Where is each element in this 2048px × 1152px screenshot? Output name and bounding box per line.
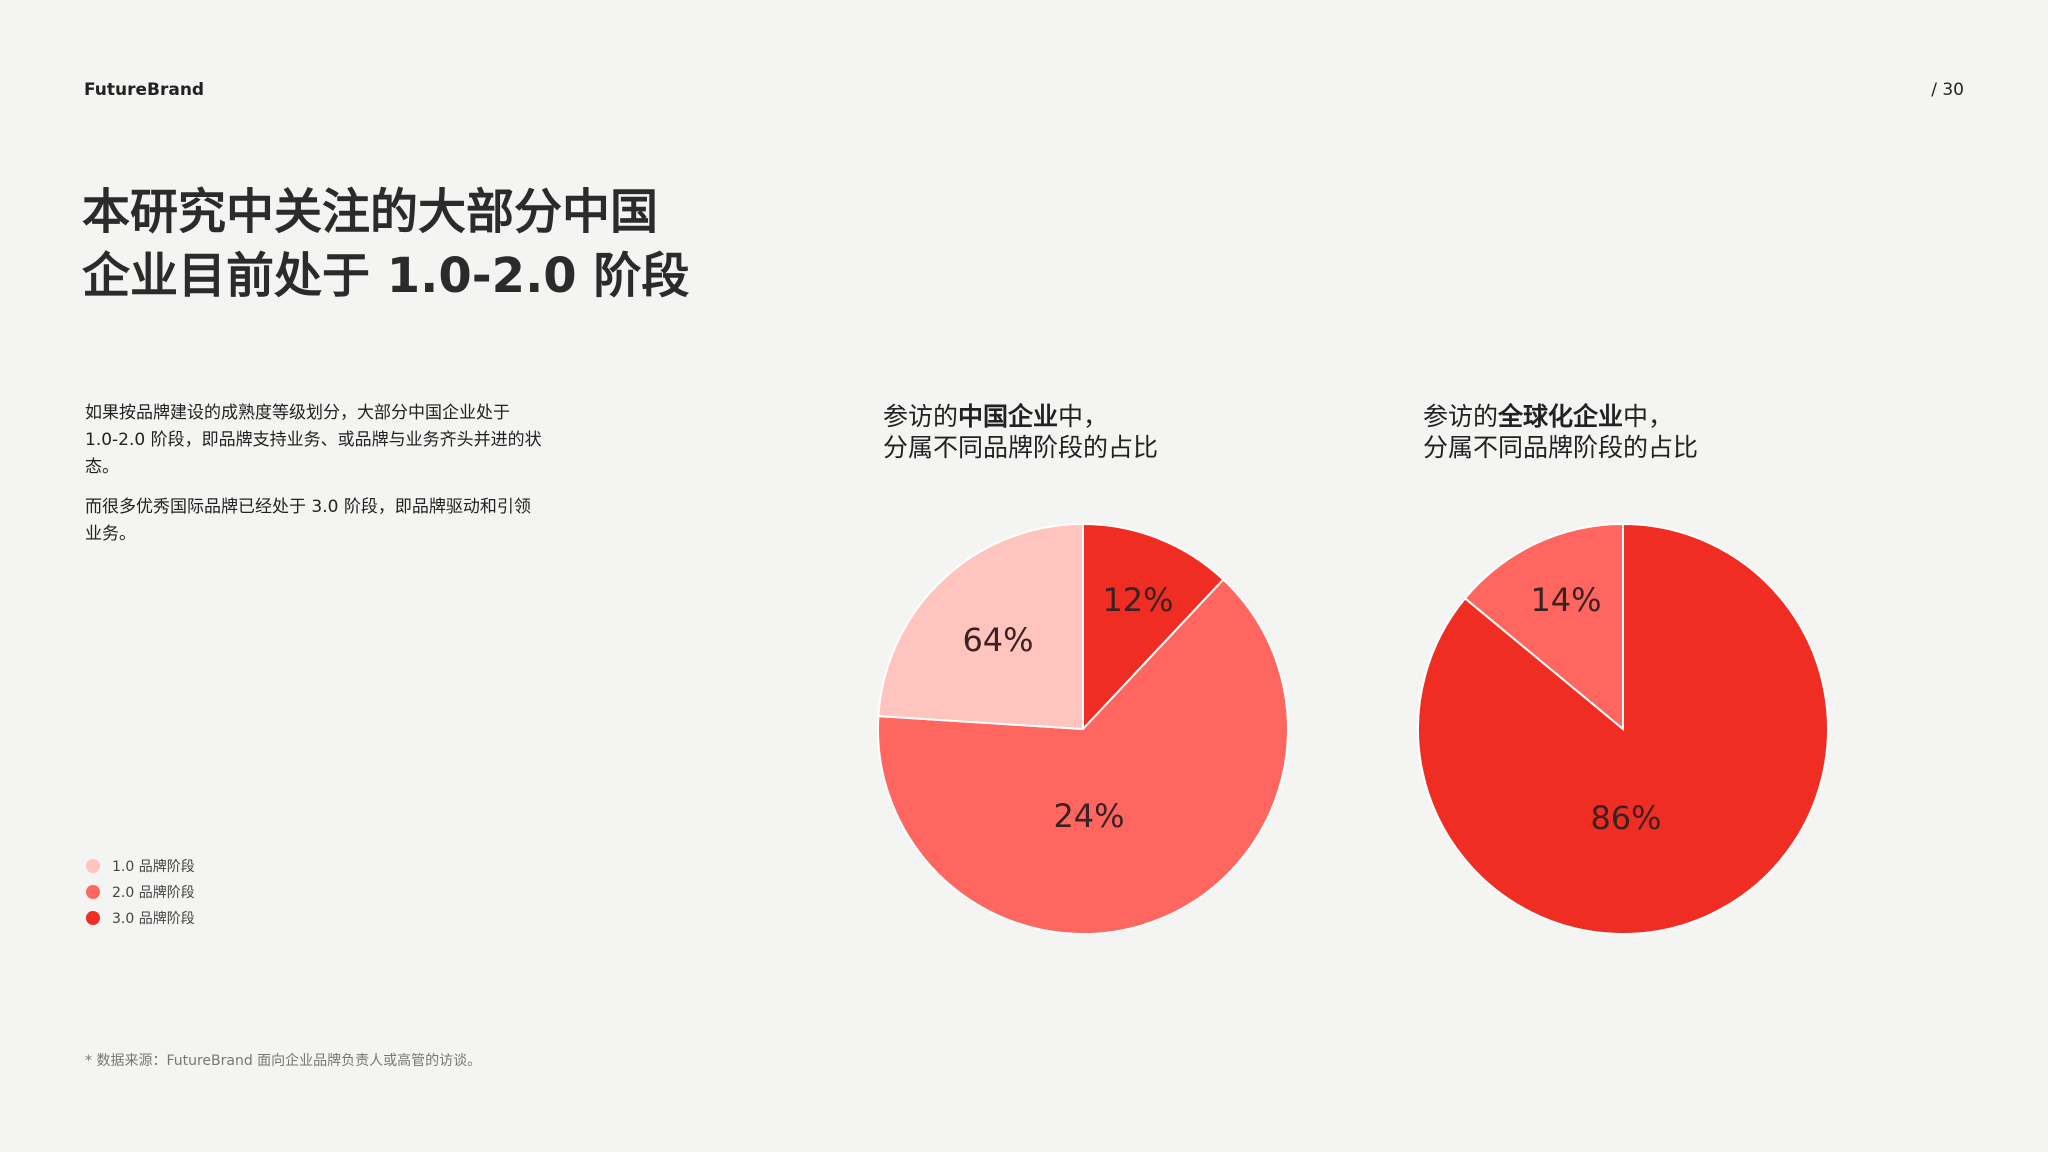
body-paragraph-2: 而很多优秀国际品牌已经处于 3.0 阶段，即品牌驱动和引领业务。	[85, 497, 531, 544]
chart-1-slice-label-1: 12%	[1102, 581, 1173, 619]
chart-1-slice-1	[1082, 522, 1225, 732]
brand-logo-text: FutureBrand	[84, 80, 205, 100]
legend-dot-3	[86, 911, 100, 925]
legend-label-1: 1.0 品牌阶段	[112, 859, 195, 875]
chart-1-slice-2	[877, 578, 1289, 935]
chart-1-title-bold: 中国企业	[958, 402, 1059, 431]
legend: 1.0 品牌阶段 2.0 品牌阶段 3.0 品牌阶段	[86, 853, 195, 931]
chart-1-title-line2: 分属不同品牌阶段的占比	[883, 433, 1159, 462]
body-text: 如果按品牌建设的成熟度等级划分，大部分中国企业处于 1.0-2.0 阶段，即品牌…	[85, 400, 545, 561]
chart-2-title-suffix: 中，	[1623, 402, 1674, 431]
chart-1-slice-3	[877, 522, 1084, 731]
chart-1-slice-label-2: 64%	[962, 621, 1033, 659]
legend-dot-1	[86, 859, 100, 873]
chart-2-title-bold: 全球化企业	[1498, 402, 1624, 431]
chart-2-title: 参访的全球化企业中， 分属不同品牌阶段的占比	[1423, 401, 1698, 463]
chart-1-title: 参访的中国企业中， 分属不同品牌阶段的占比	[883, 401, 1158, 463]
page-number: / 30	[1931, 80, 1964, 100]
legend-label-2: 2.0 品牌阶段	[112, 885, 195, 901]
page-title: 本研究中关注的大部分中国 企业目前处于 1.0-2.0 阶段	[82, 180, 689, 308]
legend-item-1: 1.0 品牌阶段	[86, 853, 195, 879]
chart-1-slice-label-3: 24%	[1053, 797, 1124, 835]
chart-2-title-line2: 分属不同品牌阶段的占比	[1423, 433, 1699, 462]
page-title-line2: 企业目前处于 1.0-2.0 阶段	[82, 248, 690, 304]
chart-2-title-prefix: 参访的	[1423, 402, 1499, 431]
chart-2-slice-label-1: 86%	[1590, 799, 1661, 837]
source-note: * 数据来源：FutureBrand 面向企业品牌负责人或高管的访谈。	[85, 1053, 482, 1069]
chart-1-title-suffix: 中，	[1058, 402, 1109, 431]
legend-dot-2	[86, 885, 100, 899]
chart-1-title-prefix: 参访的	[883, 402, 959, 431]
body-paragraph-1: 如果按品牌建设的成熟度等级划分，大部分中国企业处于 1.0-2.0 阶段，即品牌…	[85, 403, 542, 477]
page-title-line1: 本研究中关注的大部分中国	[82, 184, 659, 240]
chart-2-slice-2	[1463, 522, 1624, 732]
legend-item-2: 2.0 品牌阶段	[86, 879, 195, 905]
legend-label-3: 3.0 品牌阶段	[112, 911, 195, 927]
legend-item-3: 3.0 品牌阶段	[86, 905, 195, 931]
chart-2-slice-label-2: 14%	[1530, 581, 1601, 619]
